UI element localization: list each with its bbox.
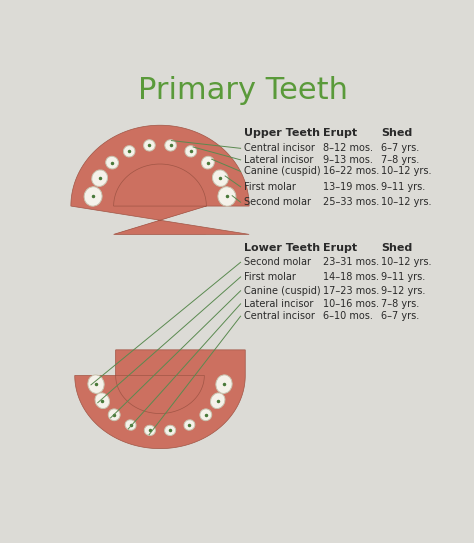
Ellipse shape	[84, 187, 102, 206]
Text: 23–31 mos.: 23–31 mos.	[323, 257, 379, 267]
Ellipse shape	[212, 170, 228, 186]
Text: 10–12 yrs.: 10–12 yrs.	[381, 166, 431, 176]
Ellipse shape	[95, 393, 109, 408]
Text: 17–23 mos.: 17–23 mos.	[323, 286, 379, 296]
Ellipse shape	[185, 146, 197, 157]
Text: Erupt: Erupt	[323, 243, 357, 254]
Text: Central incisor: Central incisor	[244, 311, 315, 321]
Ellipse shape	[144, 425, 155, 435]
Text: Lateral incisor: Lateral incisor	[244, 299, 313, 309]
Text: Erupt: Erupt	[323, 128, 357, 138]
Ellipse shape	[201, 156, 214, 169]
Ellipse shape	[184, 420, 195, 430]
Text: First molar: First molar	[244, 182, 296, 192]
Text: 6–10 mos.: 6–10 mos.	[323, 311, 373, 321]
Ellipse shape	[92, 170, 108, 186]
Ellipse shape	[123, 146, 135, 157]
Text: 7–8 yrs.: 7–8 yrs.	[381, 155, 419, 165]
Text: Second molar: Second molar	[244, 257, 310, 267]
Text: 8–12 mos.: 8–12 mos.	[323, 143, 373, 153]
Text: Second molar: Second molar	[244, 197, 310, 207]
Text: 10–12 yrs.: 10–12 yrs.	[381, 257, 431, 267]
Polygon shape	[114, 164, 206, 235]
Text: Canine (cuspid): Canine (cuspid)	[244, 166, 320, 176]
Text: Shed: Shed	[381, 128, 412, 138]
Ellipse shape	[144, 140, 155, 151]
Text: Canine (cuspid): Canine (cuspid)	[244, 286, 320, 296]
Ellipse shape	[218, 187, 236, 206]
Text: 10–16 mos.: 10–16 mos.	[323, 299, 379, 309]
Text: 9–13 mos.: 9–13 mos.	[323, 155, 373, 165]
Text: Shed: Shed	[381, 243, 412, 254]
Polygon shape	[75, 350, 245, 449]
Text: 10–12 yrs.: 10–12 yrs.	[381, 197, 431, 207]
Ellipse shape	[88, 375, 104, 394]
Ellipse shape	[210, 393, 225, 408]
Text: 9–11 yrs.: 9–11 yrs.	[381, 272, 425, 282]
Text: First molar: First molar	[244, 272, 296, 282]
Text: 6–7 yrs.: 6–7 yrs.	[381, 143, 419, 153]
Text: Primary Teeth: Primary Teeth	[138, 76, 348, 105]
Ellipse shape	[125, 420, 136, 430]
Text: 7–8 yrs.: 7–8 yrs.	[381, 299, 419, 309]
Ellipse shape	[200, 409, 212, 421]
Text: Lower Teeth: Lower Teeth	[244, 243, 320, 254]
Text: 16–22 mos.: 16–22 mos.	[323, 166, 379, 176]
Ellipse shape	[216, 375, 232, 394]
Ellipse shape	[165, 140, 176, 151]
Text: Central incisor: Central incisor	[244, 143, 315, 153]
Text: Upper Teeth: Upper Teeth	[244, 128, 319, 138]
Text: 9–11 yrs.: 9–11 yrs.	[381, 182, 425, 192]
Ellipse shape	[106, 156, 118, 169]
Ellipse shape	[108, 409, 120, 421]
Text: 14–18 mos.: 14–18 mos.	[323, 272, 379, 282]
Text: 6–7 yrs.: 6–7 yrs.	[381, 311, 419, 321]
Text: Lateral incisor: Lateral incisor	[244, 155, 313, 165]
Polygon shape	[116, 350, 204, 414]
Ellipse shape	[164, 425, 176, 435]
Text: 9–12 yrs.: 9–12 yrs.	[381, 286, 425, 296]
Text: 13–19 mos.: 13–19 mos.	[323, 182, 379, 192]
Polygon shape	[71, 125, 249, 235]
Text: 25–33 mos.: 25–33 mos.	[323, 197, 379, 207]
